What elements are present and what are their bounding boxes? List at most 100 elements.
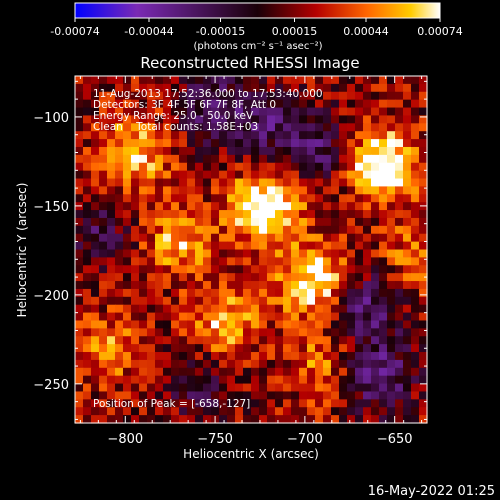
- heatmap-cell: [171, 288, 180, 298]
- heatmap-cell: [123, 76, 132, 85]
- heatmap-cell: [307, 76, 316, 85]
- heatmap-cell: [259, 115, 268, 124]
- heatmap-cell: [419, 344, 428, 353]
- heatmap-cell: [363, 241, 372, 251]
- heatmap-cell: [195, 83, 204, 93]
- heatmap-cell: [171, 273, 180, 282]
- heatmap-cell: [275, 194, 284, 203]
- heatmap-cell: [123, 225, 132, 235]
- heatmap-cell: [347, 83, 356, 93]
- heatmap-cell: [235, 281, 244, 290]
- heatmap-cell: [339, 399, 348, 408]
- heatmap-cell: [219, 352, 228, 361]
- heatmap-cell: [139, 210, 148, 219]
- heatmap-cell: [139, 375, 148, 385]
- heatmap-cell: [267, 217, 276, 227]
- heatmap-cell: [315, 154, 324, 164]
- heatmap-cell: [283, 367, 292, 377]
- heatmap-cell: [403, 367, 412, 377]
- heatmap-cell: [291, 154, 300, 164]
- heatmap-cell: [419, 312, 428, 322]
- heatmap-cell: [379, 249, 388, 258]
- heatmap-cell: [203, 383, 212, 393]
- heatmap-cell: [227, 375, 236, 385]
- heatmap-cell: [83, 210, 92, 219]
- heatmap-cell: [331, 202, 340, 211]
- heatmap-cell: [131, 399, 140, 408]
- heatmap-cell: [315, 383, 324, 393]
- heatmap-cell: [147, 83, 156, 93]
- heatmap-cell: [243, 107, 252, 117]
- heatmap-cell: [299, 257, 308, 266]
- heatmap-cell: [371, 154, 380, 164]
- heatmap-cell: [187, 415, 196, 424]
- heatmap-cell: [347, 328, 356, 337]
- heatmap-cell: [139, 249, 148, 258]
- heatmap-cell: [171, 146, 180, 156]
- heatmap-cell: [83, 225, 92, 235]
- heatmap-cell: [219, 288, 228, 298]
- heatmap-cell: [411, 249, 420, 258]
- heatmap-cell: [339, 336, 348, 345]
- heatmap-cell: [323, 146, 332, 156]
- heatmap-cell: [379, 407, 388, 416]
- heatmap-cell: [331, 281, 340, 290]
- heatmap-cell: [419, 296, 428, 306]
- heatmap-cell: [363, 202, 372, 211]
- heatmap-cell: [243, 115, 252, 124]
- heatmap-cell: [163, 257, 172, 266]
- heatmap-cell: [139, 123, 148, 132]
- heatmap-cell: [379, 383, 388, 393]
- heatmap-cell: [251, 336, 260, 345]
- heatmap-cell: [259, 320, 268, 329]
- heatmap-cell: [339, 107, 348, 117]
- heatmap-cell: [171, 320, 180, 329]
- heatmap-cell: [155, 139, 164, 148]
- heatmap-cell: [171, 162, 180, 172]
- heatmap-cell: [299, 383, 308, 393]
- heatmap-cell: [307, 225, 316, 235]
- y-axis: −100−150−200−250: [33, 80, 427, 420]
- heatmap-cell: [323, 273, 332, 282]
- heatmap-cell: [363, 304, 372, 314]
- heatmap-cell: [355, 336, 364, 345]
- heatmap-cell: [219, 296, 228, 306]
- heatmap-cell: [307, 154, 316, 164]
- heatmap-cell: [259, 210, 268, 219]
- heatmap-cell: [179, 217, 188, 227]
- heatmap-cell: [219, 123, 228, 132]
- heatmap-cell: [155, 91, 164, 101]
- heatmap-cell: [203, 217, 212, 227]
- heatmap-cell: [227, 320, 236, 329]
- heatmap-cell: [339, 139, 348, 148]
- heatmap-cell: [251, 288, 260, 298]
- heatmap-cell: [291, 367, 300, 377]
- heatmap-cell: [163, 131, 172, 140]
- heatmap-cell: [323, 415, 332, 424]
- heatmap-cell: [211, 352, 220, 361]
- heatmap-cell: [131, 367, 140, 377]
- heatmap-cell: [307, 186, 316, 195]
- heatmap-cell: [379, 99, 388, 109]
- heatmap-cell: [219, 170, 228, 180]
- heatmap-cell: [243, 273, 252, 282]
- heatmap-cell: [179, 383, 188, 393]
- heatmap-cell: [155, 154, 164, 164]
- heatmap-cell: [131, 273, 140, 282]
- heatmap-cell: [227, 99, 236, 109]
- heatmap-cell: [371, 367, 380, 377]
- heatmap-cell: [355, 131, 364, 140]
- heatmap-cell: [347, 107, 356, 117]
- heatmap-cell: [171, 178, 180, 188]
- heatmap-cell: [291, 296, 300, 306]
- heatmap-cell: [259, 407, 268, 416]
- heatmap-cell: [179, 178, 188, 188]
- heatmap-cell: [203, 257, 212, 266]
- heatmap-cell: [371, 359, 380, 369]
- heatmap-cell: [243, 391, 252, 400]
- heatmap-cell: [315, 312, 324, 322]
- heatmap-cell: [403, 336, 412, 345]
- heatmap-cell: [115, 359, 124, 369]
- heatmap-cell: [155, 344, 164, 353]
- heatmap-cell: [411, 344, 420, 353]
